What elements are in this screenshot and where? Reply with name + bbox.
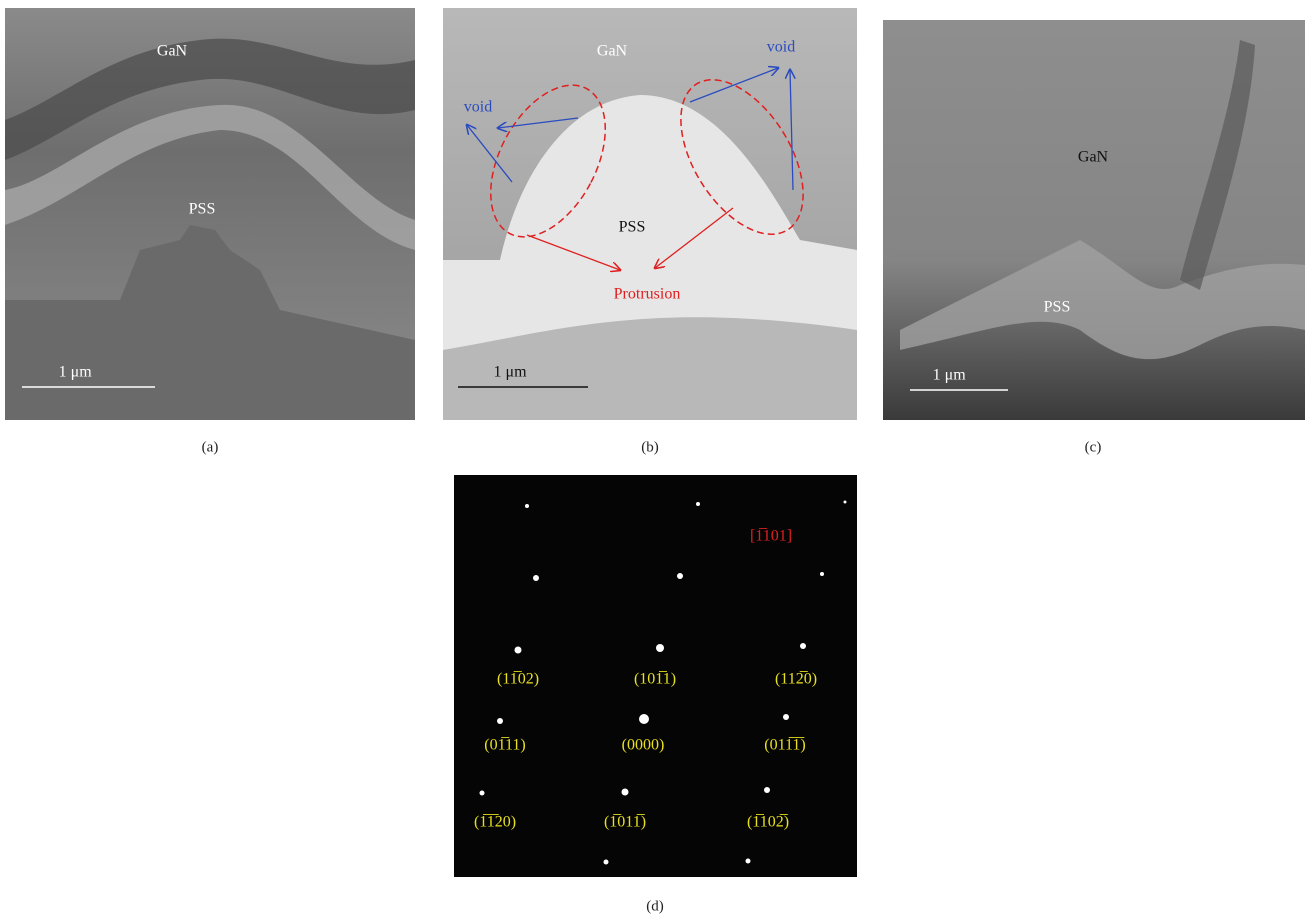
panel-caption: (a) <box>202 439 219 455</box>
figure: GaN PSS 1 μm (a) GaN void void PSS Protrusion 1 μ… <box>0 0 1310 919</box>
panel-label: PSS <box>1044 299 1071 316</box>
panel-label: Protrusion <box>614 286 681 303</box>
scale-bar-label: 1 μm <box>493 364 527 381</box>
diffraction-spot <box>746 859 751 864</box>
panel-label: (01̅11) <box>484 737 525 754</box>
panel-label: (0000) <box>622 737 665 754</box>
diffraction-spot <box>656 644 664 652</box>
diffraction-spot <box>639 714 649 724</box>
diffraction-spot <box>622 789 629 796</box>
diffraction-spot <box>764 787 770 793</box>
diffraction-spot <box>480 791 485 796</box>
diffraction-spot <box>525 504 529 508</box>
scale-bar-label: 1 μm <box>59 364 93 381</box>
panel-label: (1̅102̅) <box>747 814 789 831</box>
scale-bar-label: 1 μm <box>933 367 967 384</box>
diffraction-spot <box>604 860 609 865</box>
diffraction-spot <box>820 572 824 576</box>
panel-label: (112̅0) <box>775 671 817 688</box>
panel-caption: (d) <box>646 898 664 914</box>
page: {"panels": [ {"labels": ["GaN", "PSS"], … <box>0 0 1310 919</box>
panel-label: (011̅1̅) <box>764 737 805 754</box>
micrograph-b <box>443 8 857 420</box>
panel-caption: (b) <box>641 439 659 455</box>
diffraction-spot <box>677 573 683 579</box>
panel-label: (1̅011̅) <box>604 814 646 831</box>
panel-label: GaN <box>157 43 188 60</box>
panel-label: [1̅101] <box>750 528 792 545</box>
diffraction-spot <box>844 501 847 504</box>
diffraction-spot <box>515 647 522 654</box>
diffraction-spot <box>800 643 806 649</box>
panel-label: GaN <box>1078 149 1109 166</box>
diffraction-spot <box>533 575 539 581</box>
diffraction-spot <box>497 718 503 724</box>
panel-label: GaN <box>597 43 628 60</box>
panel-label: (11̅02) <box>497 671 539 688</box>
panel-label: (1̅1̅20) <box>474 814 516 831</box>
diffraction-spot <box>783 714 789 720</box>
panel-label: PSS <box>619 219 646 236</box>
panel-caption: (c) <box>1085 439 1102 455</box>
diffraction-spot <box>696 502 700 506</box>
micrograph-c <box>883 20 1305 420</box>
panel-label: PSS <box>189 201 216 218</box>
panel-label: void <box>464 99 492 116</box>
panel-label: void <box>767 39 795 56</box>
panel-label: (101̅1) <box>634 671 676 688</box>
